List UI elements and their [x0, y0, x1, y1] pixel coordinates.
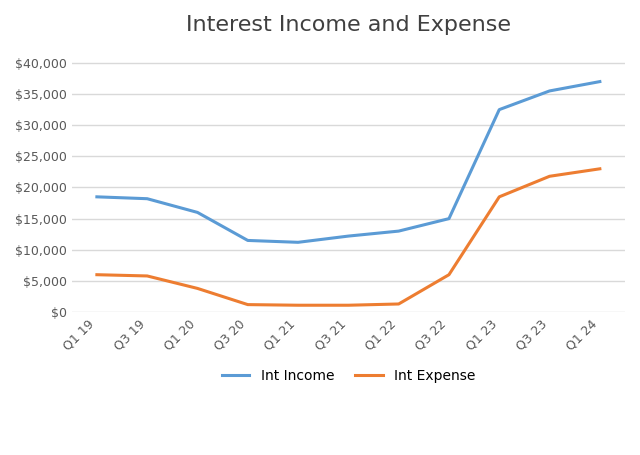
Int Expense — [294, 303, 302, 308]
Int Expense — [244, 302, 252, 307]
Int Income — [244, 238, 252, 243]
Int Income — [143, 196, 151, 202]
Int Expense — [445, 272, 453, 278]
Int Expense — [395, 301, 403, 307]
Line: Int Income: Int Income — [97, 81, 600, 243]
Int Income — [445, 216, 453, 222]
Int Income — [495, 107, 503, 112]
Line: Int Expense: Int Expense — [97, 169, 600, 305]
Legend: Int Income, Int Expense: Int Income, Int Expense — [216, 364, 481, 389]
Int Expense — [344, 303, 352, 308]
Int Expense — [143, 273, 151, 278]
Int Income — [344, 233, 352, 239]
Int Expense — [495, 194, 503, 200]
Int Income — [395, 228, 403, 234]
Int Income — [596, 79, 604, 84]
Title: Interest Income and Expense: Interest Income and Expense — [186, 15, 511, 35]
Int Income — [93, 194, 100, 200]
Int Expense — [596, 166, 604, 172]
Int Expense — [194, 286, 202, 291]
Int Income — [546, 88, 554, 94]
Int Expense — [546, 173, 554, 179]
Int Income — [194, 210, 202, 215]
Int Income — [294, 240, 302, 245]
Int Expense — [93, 272, 100, 278]
